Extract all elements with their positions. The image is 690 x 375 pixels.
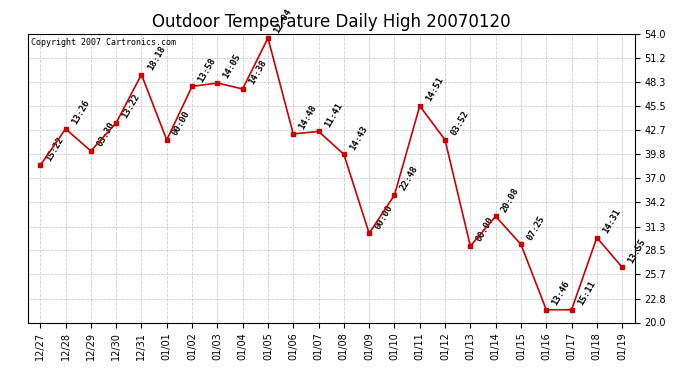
Text: 13:55: 13:55 <box>627 237 647 264</box>
Text: 14:43: 14:43 <box>348 124 369 152</box>
Text: 00:00: 00:00 <box>171 110 192 137</box>
Title: Outdoor Temperature Daily High 20070120: Outdoor Temperature Daily High 20070120 <box>152 13 511 31</box>
Text: 14:48: 14:48 <box>297 104 319 131</box>
Text: 03:52: 03:52 <box>449 110 471 137</box>
Text: 12:04: 12:04 <box>272 8 293 35</box>
Text: 14:38: 14:38 <box>247 58 268 86</box>
Text: 13:46: 13:46 <box>551 279 571 307</box>
Text: 13:22: 13:22 <box>120 92 141 120</box>
Text: 13:26: 13:26 <box>70 98 91 126</box>
Text: 15:22: 15:22 <box>44 135 66 163</box>
Text: 03:30: 03:30 <box>95 120 116 148</box>
Text: 00:00: 00:00 <box>475 216 495 243</box>
Text: 07:25: 07:25 <box>525 214 546 242</box>
Text: 18:18: 18:18 <box>146 44 167 72</box>
Text: 13:58: 13:58 <box>196 56 217 84</box>
Text: 14:31: 14:31 <box>601 207 622 235</box>
Text: 14:51: 14:51 <box>424 75 445 103</box>
Text: 15:11: 15:11 <box>575 279 597 307</box>
Text: 11:41: 11:41 <box>323 101 344 129</box>
Text: 20:08: 20:08 <box>500 186 521 214</box>
Text: 14:05: 14:05 <box>221 53 243 80</box>
Text: 00:00: 00:00 <box>373 203 395 231</box>
Text: Copyright 2007 Cartronics.com: Copyright 2007 Cartronics.com <box>30 38 176 47</box>
Text: 22:48: 22:48 <box>399 165 420 192</box>
